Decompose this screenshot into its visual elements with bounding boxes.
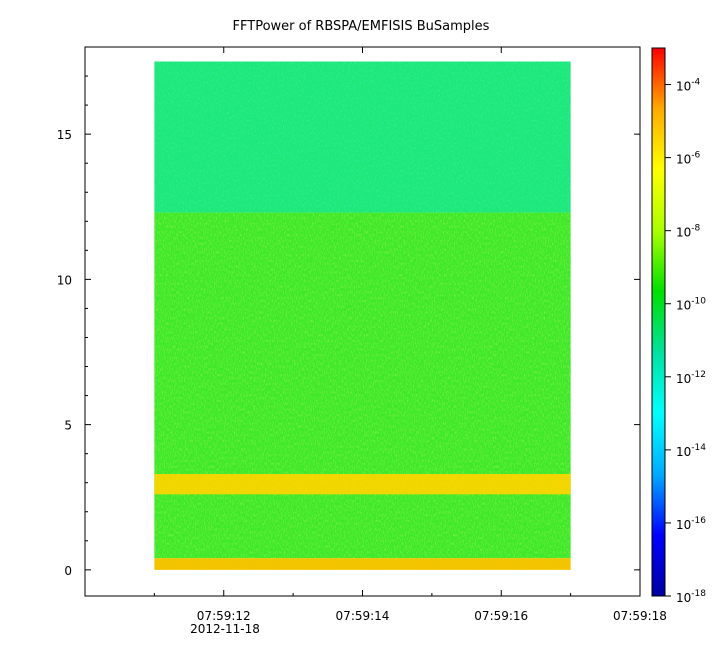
y-tick-label: 10	[57, 273, 72, 287]
y-tick-label: 15	[57, 128, 72, 142]
x-tick-label: 07:59:12	[197, 609, 251, 623]
colorbar-tick-label: 10-10	[676, 297, 706, 313]
colorbar-tick-label: 10-16	[676, 516, 706, 532]
colorbar-gradient	[651, 47, 666, 597]
y-tick-label: 0	[64, 564, 72, 578]
x-tick-label: 07:59:14	[336, 609, 390, 623]
spectrogram-band-texture-3	[154, 558, 571, 570]
x-tick-label: 07:59:16	[474, 609, 528, 623]
colorbar-tick-label: 10-4	[676, 78, 701, 94]
spectrogram-image	[154, 61, 571, 570]
x-tick-label: 07:59:18	[613, 609, 667, 623]
x-axis-date-label: 2012-11-18	[190, 622, 260, 636]
colorbar-ticks: 10-4 10-6 10-8 10-10 10-12 10-14 10-16 10-18	[665, 78, 706, 605]
y-tick-label: 5	[64, 419, 72, 433]
y-axis: 0 5 10 15	[57, 75, 640, 578]
colorbar: 10-4 10-6 10-8 10-10 10-12 10-14 10-16 10-18	[651, 47, 706, 605]
spectrogram-band-texture-1	[154, 212, 571, 559]
colorbar-tick-label: 10-18	[676, 589, 706, 605]
x-axis: 07:59:12 07:59:14 07:59:16 07:59:18	[153, 47, 667, 623]
colorbar-tick-label: 10-8	[676, 224, 701, 240]
spectrogram-band-texture-2	[154, 474, 571, 495]
plot-area	[84, 46, 641, 597]
colorbar-tick-label: 10-12	[676, 370, 706, 386]
spectrogram-band-texture-0	[154, 61, 571, 213]
chart-title: FFTPower of RBSPA/EMFISIS BuSamples	[233, 19, 490, 34]
colorbar-tick-label: 10-14	[676, 443, 706, 459]
colorbar-tick-label: 10-6	[676, 151, 701, 167]
